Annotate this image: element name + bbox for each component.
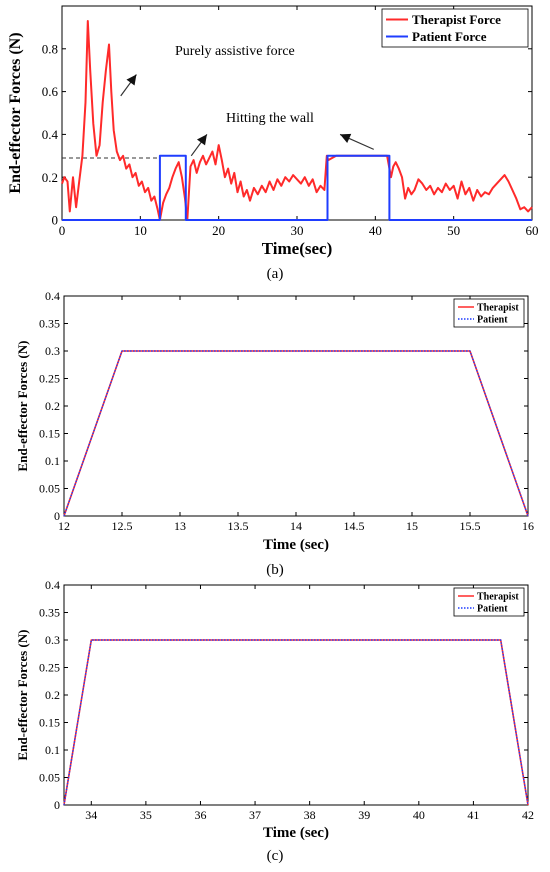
y-tick-label: 0.05 bbox=[39, 771, 60, 785]
annotation-arrow-head bbox=[126, 74, 137, 86]
x-tick-label: 35 bbox=[140, 808, 152, 822]
chart-panel-a: 0 10 20 30 40 50 60 0 0.2 0.4 0.6 0.8 Time(sec) End-e… bbox=[0, 0, 550, 262]
x-tick-label: 40 bbox=[369, 223, 382, 238]
series-line-patient bbox=[63, 350, 529, 517]
chart-panel-c: 34 35 36 37 38 39 40 41 42 0 0.05 0.1 0.15 0.2 0.25 0.3… bbox=[0, 575, 550, 845]
series-line-patient-force bbox=[62, 154, 532, 221]
y-tick-label: 0.2 bbox=[45, 688, 60, 702]
x-tick-label: 12 bbox=[58, 519, 70, 533]
x-tick-label: 50 bbox=[447, 223, 460, 238]
x-tick-label: 60 bbox=[526, 223, 539, 238]
y-tick-label: 0.35 bbox=[39, 317, 60, 331]
y-tick-label: 0 bbox=[52, 213, 59, 228]
caption-a: (a) bbox=[266, 266, 284, 282]
x-tick-label: 30 bbox=[291, 223, 304, 238]
plot-frame bbox=[63, 295, 529, 517]
chart-c: 34 35 36 37 38 39 40 41 42 0 0.05 0.1 0.15 0.2 0.25 0.3… bbox=[15, 578, 534, 841]
y-tick-label: 0.25 bbox=[39, 661, 60, 675]
x-tick-label: 15 bbox=[406, 519, 418, 533]
x-tick-label: 16 bbox=[522, 519, 534, 533]
y-axis-label: End-effector Forces (N) bbox=[15, 630, 30, 761]
chart-b: 12 12.5 13 13.5 14 14.5 15 15.5 16 0 0.05 0.1 0.15 0.… bbox=[15, 289, 534, 553]
x-tick-label: 12.5 bbox=[112, 519, 133, 533]
x-tick-label: 14.5 bbox=[344, 519, 365, 533]
y-tick-label: 0.6 bbox=[42, 84, 59, 99]
annotation-label: Purely assistive force bbox=[175, 44, 295, 59]
annotation-label: Hitting the wall bbox=[226, 111, 314, 126]
x-axis-label: Time (sec) bbox=[263, 825, 329, 841]
y-tick-label: 0.8 bbox=[42, 41, 58, 56]
y-tick-label: 0.4 bbox=[42, 127, 59, 142]
x-tick-label: 0 bbox=[59, 223, 66, 238]
x-tick-label: 41 bbox=[467, 808, 479, 822]
y-tick-label: 0.4 bbox=[45, 289, 60, 303]
y-tick-label: 0.1 bbox=[45, 454, 60, 468]
legend-entry: Patient bbox=[477, 604, 508, 615]
y-tick-label: 0.3 bbox=[45, 344, 60, 358]
y-tick-label: 0.1 bbox=[45, 743, 60, 757]
legend-entry: Patient bbox=[477, 315, 508, 326]
x-tick-label: 20 bbox=[212, 223, 225, 238]
y-tick-label: 0.2 bbox=[45, 399, 60, 413]
caption-b: (b) bbox=[266, 562, 284, 578]
x-tick-label: 40 bbox=[413, 808, 425, 822]
x-tick-label: 15.5 bbox=[460, 519, 481, 533]
chart-panel-b: 12 12.5 13 13.5 14 14.5 15 15.5 16 0 0.05 0.1 0.15 0.… bbox=[0, 285, 550, 555]
legend-entry: Therapist bbox=[477, 592, 519, 603]
y-tick-label: 0.35 bbox=[39, 606, 60, 620]
caption-c: (c) bbox=[266, 848, 284, 864]
legend-entry: Therapist bbox=[477, 303, 519, 314]
x-axis-label: Time(sec) bbox=[262, 239, 333, 258]
legend-box bbox=[453, 298, 525, 328]
y-tick-label: 0.2 bbox=[42, 170, 58, 185]
y-axis-label: End-effector Forces (N) bbox=[7, 32, 24, 193]
legend-box bbox=[381, 8, 529, 48]
y-axis-label: End-effector Forces (N) bbox=[15, 341, 30, 472]
series-line-therapist-force bbox=[61, 20, 533, 221]
legend-entry: Therapist Force bbox=[412, 12, 501, 27]
annotation-arrow-head bbox=[196, 134, 207, 146]
x-tick-label: 42 bbox=[522, 808, 534, 822]
legend-box bbox=[453, 587, 525, 617]
x-tick-label: 36 bbox=[194, 808, 206, 822]
chart-a: 0 10 20 30 40 50 60 0 0.2 0.4 0.6 0.8 Time(sec) End-e… bbox=[7, 5, 539, 258]
y-tick-label: 0.15 bbox=[39, 427, 60, 441]
y-tick-label: 0.4 bbox=[45, 578, 60, 592]
y-tick-label: 0.05 bbox=[39, 482, 60, 496]
x-tick-label: 34 bbox=[85, 808, 97, 822]
y-tick-label: 0.25 bbox=[39, 372, 60, 386]
x-axis-label: Time (sec) bbox=[263, 537, 329, 553]
x-tick-label: 39 bbox=[358, 808, 370, 822]
y-tick-label: 0.3 bbox=[45, 633, 60, 647]
x-tick-label: 13 bbox=[174, 519, 186, 533]
y-tick-label: 0.15 bbox=[39, 716, 60, 730]
legend-entry: Patient Force bbox=[412, 29, 487, 44]
x-tick-label: 10 bbox=[134, 223, 147, 238]
y-tick-label: 0 bbox=[54, 509, 60, 523]
x-tick-label: 14 bbox=[290, 519, 302, 533]
annotation-arrow-head bbox=[340, 133, 352, 144]
x-tick-label: 38 bbox=[304, 808, 316, 822]
series-line-patient bbox=[63, 639, 529, 806]
y-tick-label: 0 bbox=[54, 798, 60, 812]
x-tick-label: 13.5 bbox=[228, 519, 249, 533]
x-tick-label: 37 bbox=[249, 808, 261, 822]
plot-frame bbox=[63, 584, 529, 806]
